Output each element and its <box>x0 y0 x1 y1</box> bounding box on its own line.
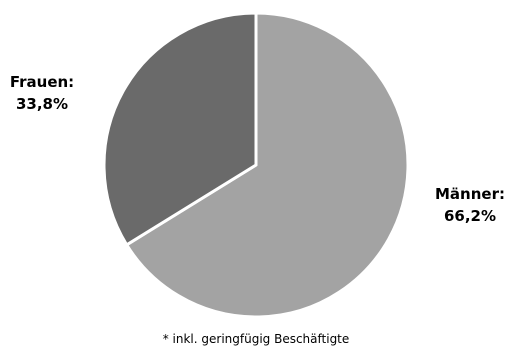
slice-label-maenner-name: Männer: <box>435 185 505 203</box>
footnote: * inkl. geringfügig Beschäftigte <box>163 332 350 346</box>
pie-slice-frauen <box>102 11 258 247</box>
slice-label-frauen-value: 33,8% <box>16 95 68 113</box>
slice-label-maenner-value: 66,2% <box>444 207 496 225</box>
pie-slice-maenner <box>125 11 410 319</box>
slice-label-frauen-name: Frauen: <box>10 73 74 91</box>
pie-slices <box>102 11 410 319</box>
